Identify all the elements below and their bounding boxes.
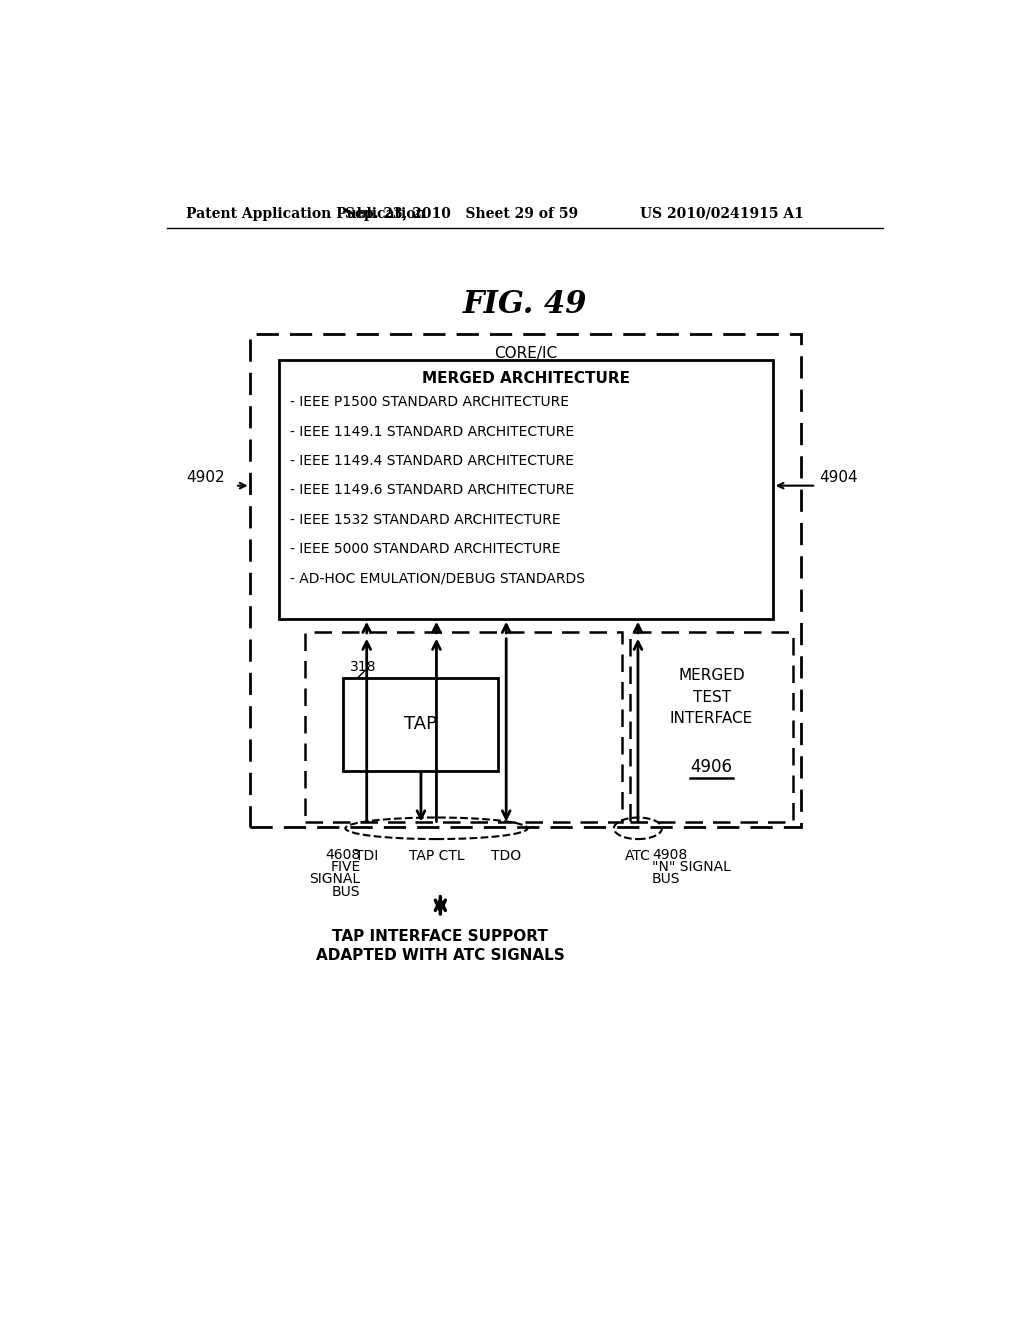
Bar <box>305 632 623 822</box>
Text: BUS: BUS <box>652 873 680 886</box>
Text: 4902: 4902 <box>186 470 225 486</box>
Text: INTERFACE: INTERFACE <box>670 711 754 726</box>
Text: TAP: TAP <box>404 715 437 734</box>
Text: 4904: 4904 <box>819 470 858 486</box>
Bar <box>251 334 801 826</box>
Text: TAP CTL: TAP CTL <box>409 849 464 863</box>
Text: TDO: TDO <box>492 849 521 863</box>
Text: TAP INTERFACE SUPPORT: TAP INTERFACE SUPPORT <box>333 928 548 944</box>
Text: Sep. 23, 2010   Sheet 29 of 59: Sep. 23, 2010 Sheet 29 of 59 <box>345 207 578 220</box>
Bar <box>343 678 499 771</box>
Text: TEST: TEST <box>692 690 731 705</box>
Text: - IEEE P1500 STANDARD ARCHITECTURE: - IEEE P1500 STANDARD ARCHITECTURE <box>290 396 569 409</box>
Text: - IEEE 1149.4 STANDARD ARCHITECTURE: - IEEE 1149.4 STANDARD ARCHITECTURE <box>290 454 574 469</box>
Text: CORE/IC: CORE/IC <box>494 346 557 362</box>
Text: - IEEE 1149.1 STANDARD ARCHITECTURE: - IEEE 1149.1 STANDARD ARCHITECTURE <box>290 425 574 438</box>
Text: - IEEE 5000 STANDARD ARCHITECTURE: - IEEE 5000 STANDARD ARCHITECTURE <box>290 541 560 556</box>
Text: - IEEE 1532 STANDARD ARCHITECTURE: - IEEE 1532 STANDARD ARCHITECTURE <box>290 512 560 527</box>
Text: 318: 318 <box>349 660 376 675</box>
Text: MERGED ARCHITECTURE: MERGED ARCHITECTURE <box>422 371 630 387</box>
Text: SIGNAL: SIGNAL <box>309 873 360 886</box>
Text: ADAPTED WITH ATC SIGNALS: ADAPTED WITH ATC SIGNALS <box>316 948 564 962</box>
Text: 4608: 4608 <box>326 847 360 862</box>
Text: ATC: ATC <box>625 849 651 863</box>
Text: - AD-HOC EMULATION/DEBUG STANDARDS: - AD-HOC EMULATION/DEBUG STANDARDS <box>290 572 585 585</box>
Text: FIVE: FIVE <box>331 859 360 874</box>
Text: 4908: 4908 <box>652 847 687 862</box>
Text: MERGED: MERGED <box>678 668 744 684</box>
Bar <box>280 360 773 619</box>
Text: Patent Application Publication: Patent Application Publication <box>186 207 426 220</box>
Text: 4906: 4906 <box>690 758 732 776</box>
Text: US 2010/0241915 A1: US 2010/0241915 A1 <box>640 207 804 220</box>
Text: "N" SIGNAL: "N" SIGNAL <box>652 859 731 874</box>
Text: BUS: BUS <box>332 884 360 899</box>
Text: FIG. 49: FIG. 49 <box>463 289 587 321</box>
Bar <box>630 632 793 822</box>
Text: TDI: TDI <box>355 849 378 863</box>
Text: - IEEE 1149.6 STANDARD ARCHITECTURE: - IEEE 1149.6 STANDARD ARCHITECTURE <box>290 483 574 498</box>
